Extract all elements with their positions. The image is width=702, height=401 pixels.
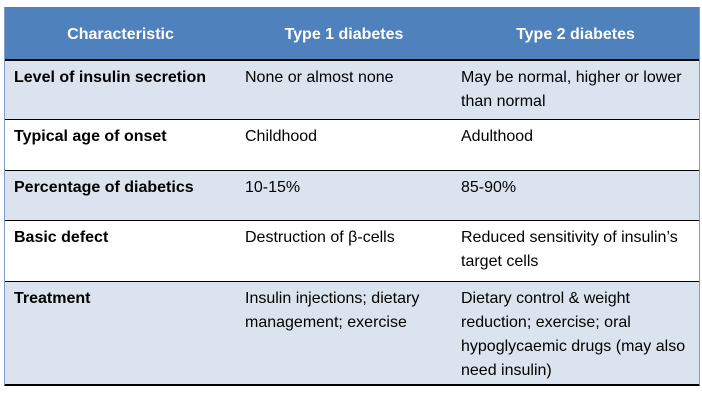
row-type2-cell: Adulthood bbox=[452, 119, 699, 171]
table-row: Treatment Insulin injections; dietary ma… bbox=[5, 281, 699, 385]
table-row: Level of insulin secretion None or almos… bbox=[5, 60, 699, 120]
row-type2-cell: May be normal, higher or lower than norm… bbox=[452, 60, 699, 120]
row-characteristic-cell: Level of insulin secretion bbox=[5, 60, 236, 120]
diabetes-comparison-table-container: Characteristic Type 1 diabetes Type 2 di… bbox=[4, 7, 700, 386]
row-type1-cell: None or almost none bbox=[236, 60, 452, 120]
diabetes-comparison-table: Characteristic Type 1 diabetes Type 2 di… bbox=[5, 7, 699, 385]
row-characteristic-cell: Basic defect bbox=[5, 220, 236, 282]
row-characteristic-cell: Treatment bbox=[5, 281, 236, 385]
row-characteristic-cell: Typical age of onset bbox=[5, 119, 236, 171]
table-row: Typical age of onset Childhood Adulthood bbox=[5, 119, 699, 171]
table-row: Basic defect Destruction of β-cells Redu… bbox=[5, 220, 699, 282]
row-type2-cell: Reduced sensitivity of insulin’s target … bbox=[452, 220, 699, 282]
row-type1-cell: Destruction of β-cells bbox=[236, 220, 452, 282]
header-type-1-diabetes: Type 1 diabetes bbox=[236, 7, 452, 61]
header-type-2-diabetes: Type 2 diabetes bbox=[452, 7, 699, 61]
header-characteristic: Characteristic bbox=[5, 7, 236, 61]
row-type1-cell: 10-15% bbox=[236, 170, 452, 221]
row-characteristic-cell: Percentage of diabetics bbox=[5, 170, 236, 221]
row-type1-cell: Insulin injections; dietary management; … bbox=[236, 281, 452, 385]
row-type2-cell: 85-90% bbox=[452, 170, 699, 221]
row-type2-cell: Dietary control & weight reduction; exer… bbox=[452, 281, 699, 385]
table-row: Percentage of diabetics 10-15% 85-90% bbox=[5, 170, 699, 221]
row-type1-cell: Childhood bbox=[236, 119, 452, 171]
table-header-row: Characteristic Type 1 diabetes Type 2 di… bbox=[5, 7, 699, 61]
